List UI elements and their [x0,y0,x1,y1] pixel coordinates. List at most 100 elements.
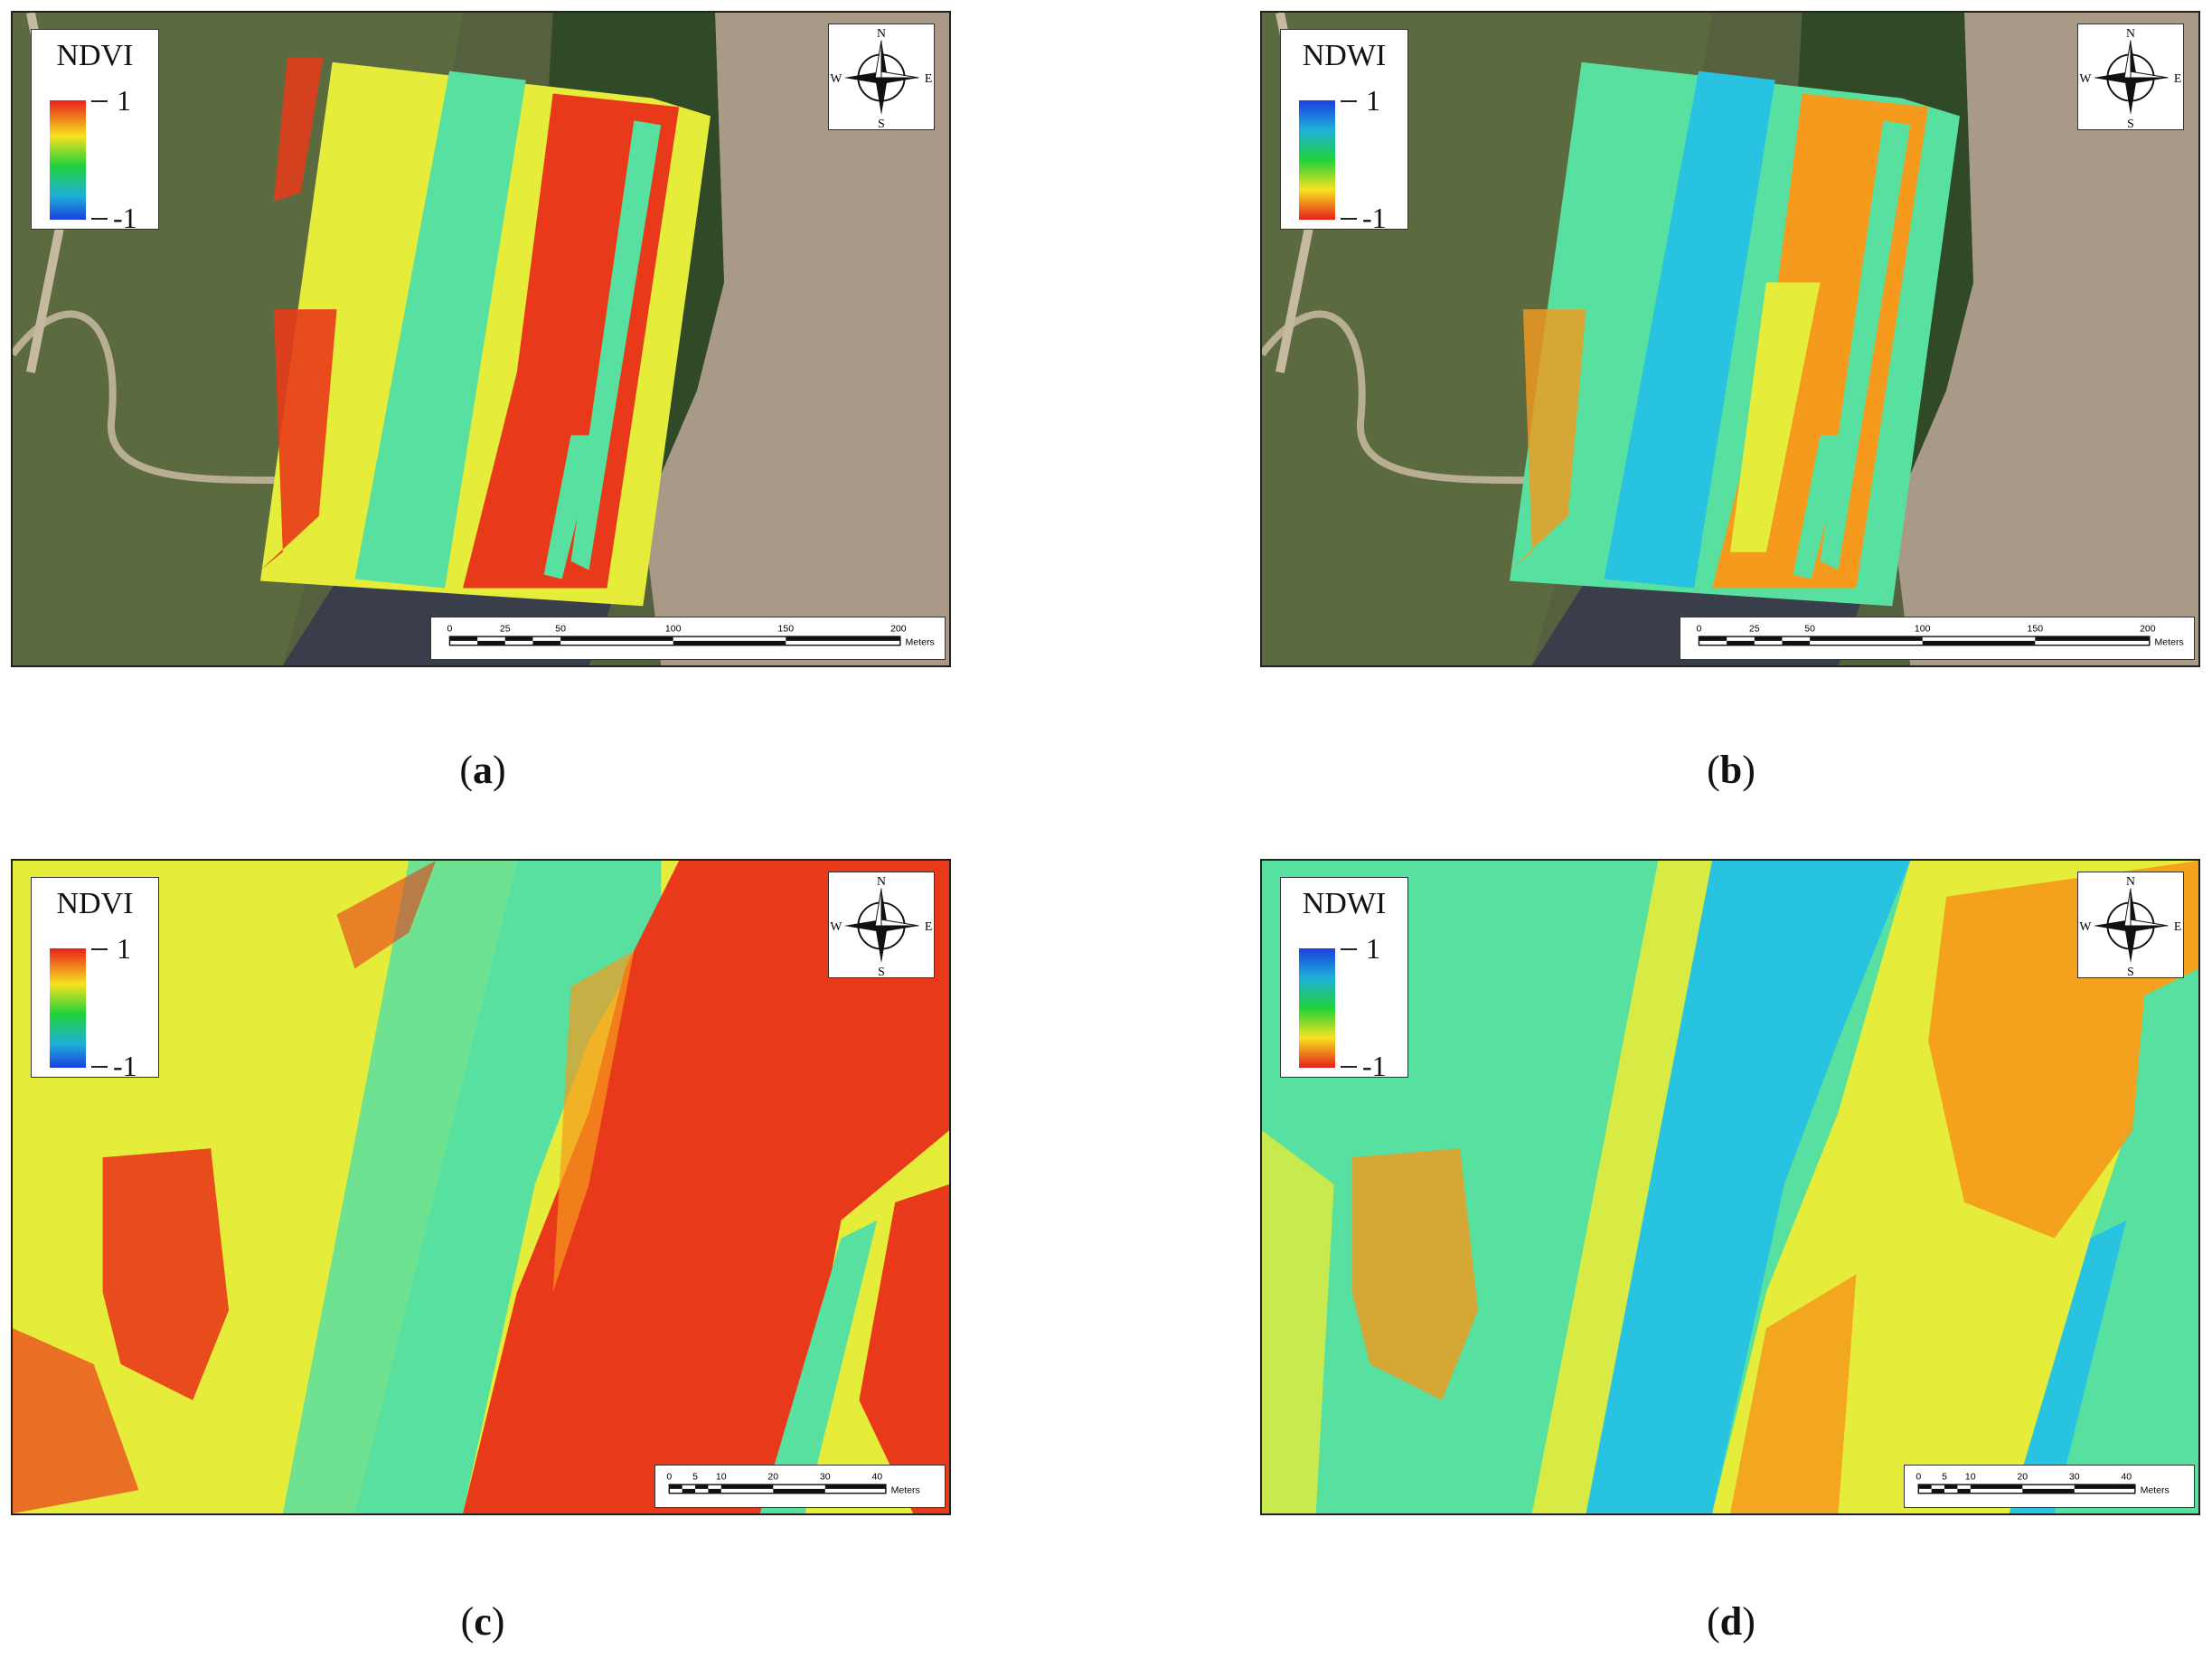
scale-bar-graphic: 0 5 10 20 30 40 Meters [1915,1471,2170,1496]
legend-title: NDVI [56,39,134,72]
scale-tick-3: 20 [2017,1471,2028,1482]
compass-rose-icon: N S E W [830,874,932,978]
scale-bar: 0 25 50 100 150 200 Meters [1680,617,2195,660]
legend-max-label: 1 [117,932,131,965]
compass-w: W [2079,71,2091,85]
north-arrow: N S E W [828,24,935,130]
legend-max-label: 1 [117,84,131,117]
scale-tick-5: 40 [871,1471,882,1482]
scale-tick-2: 10 [716,1471,727,1482]
legend-min-label: -1 [1362,202,1387,234]
scale-tick-0: 0 [447,623,453,634]
caption-b: (b) [1707,748,1755,792]
scale-tick-5: 200 [890,623,907,634]
legend-tick-max [91,948,108,950]
compass-e: E [925,919,932,933]
legend-box: NDWI 1 -1 [1280,877,1408,1082]
scale-tick-2: 10 [1965,1471,1976,1482]
scale-tick-1: 25 [500,623,511,634]
scale-bar: 0 25 50 100 150 200 Meters [430,617,946,660]
scale-tick-3: 20 [767,1471,778,1482]
caption-c: (c) [460,1599,505,1644]
scale-tick-3: 100 [665,623,682,634]
scale-unit: Meters [891,1485,920,1496]
compass-rose-icon: N S E W [2079,874,2181,978]
compass-e: E [2174,71,2181,85]
scale-bar: 0 5 10 20 30 40 Meters [654,1465,946,1508]
caption-a: (a) [459,748,506,792]
legend-min-label: -1 [1362,1050,1387,1082]
scale-tick-3: 100 [1915,623,1931,634]
scale-tick-5: 40 [2121,1471,2132,1482]
compass-e: E [925,71,932,85]
caption-d: (d) [1707,1599,1755,1644]
ndvi-detail-map [13,861,949,1513]
north-arrow: N S E W [2077,872,2184,978]
map-panel-c: NDVI 1 -1 N S E W [11,859,951,1515]
legend-tick-max [1341,100,1357,102]
compass-e: E [2174,919,2181,933]
scale-tick-2: 50 [555,623,566,634]
scale-unit: Meters [2141,1485,2170,1496]
scale-tick-0: 0 [1697,623,1702,634]
scale-bar: 0 5 10 20 30 40 Meters [1904,1465,2195,1508]
scale-unit: Meters [2155,637,2184,648]
scale-tick-2: 50 [1804,623,1815,634]
compass-s: S [878,117,885,129]
ndwi-overview-map [1262,13,2198,665]
legend-tick-max [1341,948,1357,950]
legend-title: NDWI [1302,887,1387,920]
north-arrow: N S E W [828,872,935,978]
legend-min-label: -1 [113,202,137,234]
compass-n: N [877,26,886,40]
scale-bar-graphic: 0 5 10 20 30 40 Meters [666,1471,920,1496]
color-ramp [1299,100,1335,220]
scale-tick-4: 150 [2028,623,2044,634]
scale-tick-1: 5 [692,1471,698,1482]
scale-unit: Meters [906,637,935,648]
scale-tick-5: 200 [2140,623,2156,634]
compass-n: N [2126,874,2135,888]
legend-box: NDWI 1 -1 [1280,29,1408,234]
map-panel-a: NDVI 1 -1 N S E W [11,11,951,667]
compass-rose-icon: N S E W [830,26,932,130]
scale-tick-4: 30 [820,1471,831,1482]
scale-tick-1: 5 [1942,1471,1947,1482]
legend-tick-min [1341,218,1357,220]
legend-tick-min [91,218,108,220]
legend-max-label: 1 [1366,932,1380,965]
compass-rose-icon: N S E W [2079,26,2181,130]
legend-box: NDVI 1 -1 [31,877,159,1082]
compass-w: W [830,71,842,85]
scale-tick-4: 150 [778,623,795,634]
compass-n: N [877,874,886,888]
ndwi-detail-map [1262,861,2198,1513]
scale-tick-0: 0 [666,1471,672,1482]
map-panel-b: NDWI 1 -1 N S E W [1260,11,2200,667]
color-ramp [50,100,86,220]
north-arrow: N S E W [2077,24,2184,130]
legend-tick-min [1341,1066,1357,1068]
scale-bar-graphic: 0 25 50 100 150 200 Meters [1697,623,2184,648]
ndvi-overview-map [13,13,949,665]
legend-max-label: 1 [1366,84,1380,117]
legend-min-label: -1 [113,1050,137,1082]
map-panel-d: NDWI 1 -1 N S E W [1260,859,2200,1515]
compass-w: W [2079,919,2091,933]
legend-title: NDVI [56,887,134,920]
compass-s: S [2127,117,2134,129]
compass-s: S [878,965,885,977]
compass-n: N [2126,26,2135,40]
legend-box: NDVI 1 -1 [31,29,159,234]
color-ramp [50,948,86,1068]
scale-tick-4: 30 [2069,1471,2080,1482]
color-ramp [1299,948,1335,1068]
scale-tick-1: 25 [1749,623,1760,634]
legend-tick-min [91,1066,108,1068]
compass-w: W [830,919,842,933]
compass-s: S [2127,965,2134,977]
legend-tick-max [91,100,108,102]
legend-title: NDWI [1302,39,1387,72]
scale-bar-graphic: 0 25 50 100 150 200 Meters [447,623,935,648]
scale-tick-0: 0 [1915,1471,1921,1482]
